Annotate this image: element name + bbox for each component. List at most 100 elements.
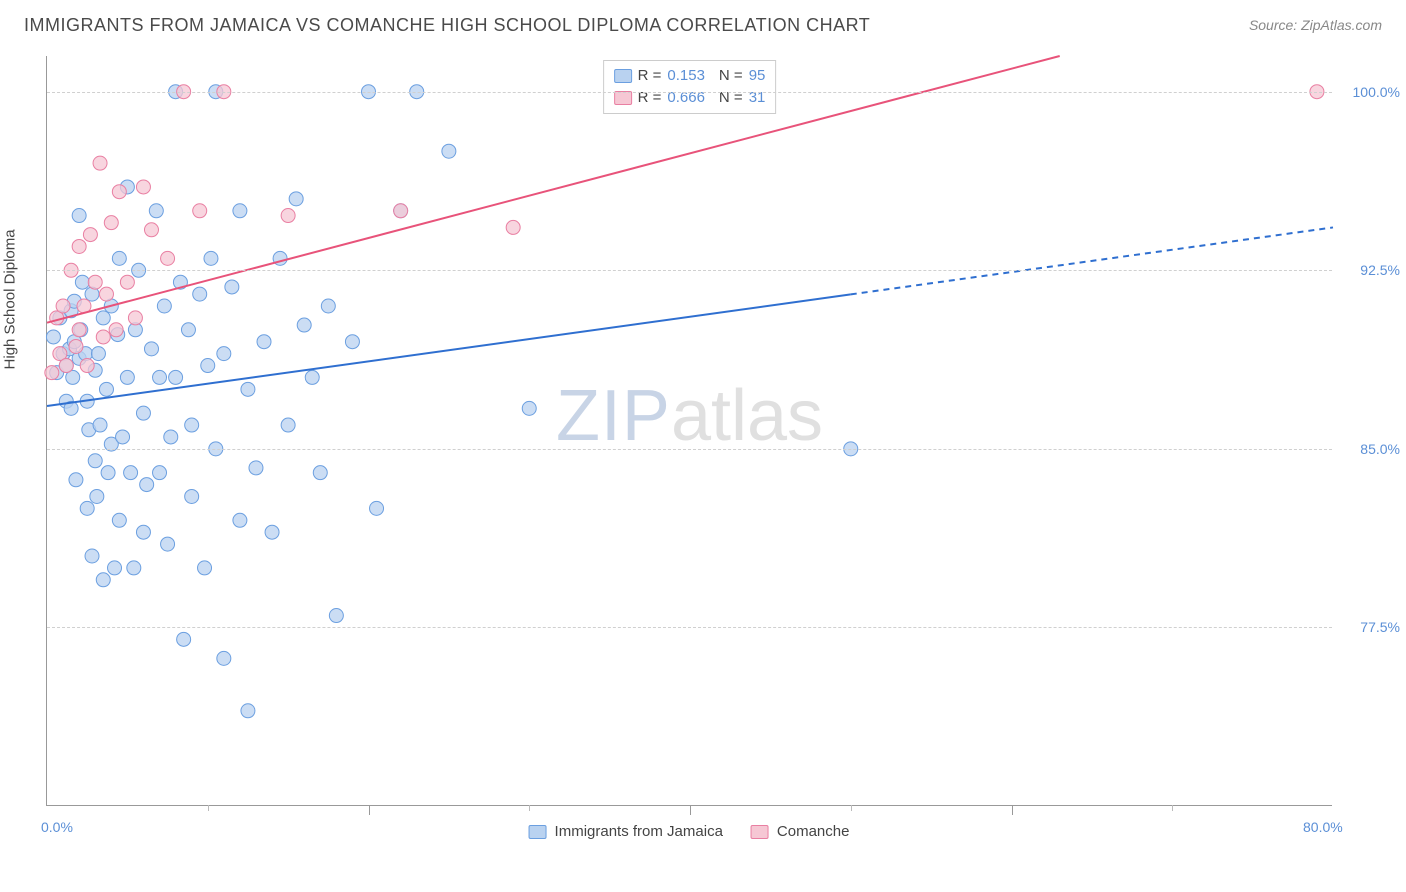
data-point <box>140 478 154 492</box>
x-tick <box>529 805 530 811</box>
data-point <box>321 299 335 313</box>
data-point <box>249 461 263 475</box>
data-point <box>506 220 520 234</box>
data-point <box>120 370 134 384</box>
data-point <box>96 573 110 587</box>
data-point <box>161 537 175 551</box>
x-tick-label: 80.0% <box>1303 819 1343 835</box>
data-point <box>305 370 319 384</box>
data-point <box>120 275 134 289</box>
y-axis-title: High School Diploma <box>2 229 19 369</box>
legend-n-label: N = <box>719 65 743 87</box>
data-point <box>289 192 303 206</box>
y-tick-label: 92.5% <box>1360 262 1400 278</box>
data-point <box>112 185 126 199</box>
data-point <box>101 466 115 480</box>
data-point <box>91 347 105 361</box>
trend-line <box>47 56 1060 323</box>
data-point <box>136 525 150 539</box>
data-point <box>193 204 207 218</box>
data-point <box>80 359 94 373</box>
chart-title: IMMIGRANTS FROM JAMAICA VS COMANCHE HIGH… <box>24 15 870 36</box>
data-point <box>144 223 158 237</box>
data-point <box>75 275 89 289</box>
data-point <box>204 251 218 265</box>
data-point <box>149 204 163 218</box>
legend-n-label: N = <box>719 87 743 109</box>
legend-row: R = 0.666 N = 31 <box>614 87 766 109</box>
data-point <box>257 335 271 349</box>
data-point <box>153 466 167 480</box>
data-point <box>233 204 247 218</box>
data-point <box>104 216 118 230</box>
data-point <box>442 144 456 158</box>
data-point <box>88 275 102 289</box>
data-point <box>177 632 191 646</box>
data-point <box>185 489 199 503</box>
data-point <box>72 209 86 223</box>
legend-item: Immigrants from Jamaica <box>529 823 723 840</box>
data-point <box>59 359 73 373</box>
data-point <box>185 418 199 432</box>
data-point <box>88 454 102 468</box>
legend-bottom: Immigrants from Jamaica Comanche <box>529 823 850 840</box>
data-point <box>45 366 59 380</box>
data-point <box>345 335 359 349</box>
y-tick-label: 77.5% <box>1360 619 1400 635</box>
data-point <box>265 525 279 539</box>
data-point <box>56 299 70 313</box>
x-tick <box>851 805 852 811</box>
data-point <box>313 466 327 480</box>
data-point <box>136 406 150 420</box>
data-point <box>217 347 231 361</box>
data-point <box>169 370 183 384</box>
data-point <box>164 430 178 444</box>
x-tick-major <box>369 805 370 815</box>
data-point <box>157 299 171 313</box>
data-point <box>93 418 107 432</box>
data-point <box>297 318 311 332</box>
legend-r-label: R = <box>638 87 662 109</box>
legend-item: Comanche <box>751 823 850 840</box>
data-point <box>112 251 126 265</box>
data-point <box>69 473 83 487</box>
trend-line-dashed <box>851 227 1333 294</box>
data-point <box>80 501 94 515</box>
data-point <box>198 561 212 575</box>
data-point <box>116 430 130 444</box>
data-point <box>370 501 384 515</box>
data-point <box>217 651 231 665</box>
data-point <box>193 287 207 301</box>
legend-label: Immigrants from Jamaica <box>555 823 723 840</box>
data-point <box>161 251 175 265</box>
legend-swatch-blue <box>529 825 547 839</box>
data-point <box>109 323 123 337</box>
legend-r-value: 0.153 <box>667 65 705 87</box>
data-point <box>225 280 239 294</box>
data-point <box>112 513 126 527</box>
x-tick <box>208 805 209 811</box>
plot-area: ZIPatlas R = 0.153 N = 95 R = 0.666 N = … <box>46 56 1332 806</box>
x-tick <box>1172 805 1173 811</box>
data-point <box>93 156 107 170</box>
data-point <box>522 401 536 415</box>
legend-swatch-pink <box>751 825 769 839</box>
data-point <box>69 339 83 353</box>
gridline <box>47 270 1332 271</box>
data-point <box>96 330 110 344</box>
legend-swatch-blue <box>614 69 632 83</box>
data-point <box>99 287 113 301</box>
data-point <box>85 549 99 563</box>
source-label: Source: ZipAtlas.com <box>1249 17 1382 33</box>
data-point <box>233 513 247 527</box>
legend-r-label: R = <box>638 65 662 87</box>
legend-n-value: 31 <box>749 87 766 109</box>
data-point <box>144 342 158 356</box>
gridline <box>47 449 1332 450</box>
data-point <box>136 180 150 194</box>
data-point <box>153 370 167 384</box>
gridline <box>47 92 1332 93</box>
data-point <box>96 311 110 325</box>
data-point <box>90 489 104 503</box>
data-point <box>201 359 215 373</box>
